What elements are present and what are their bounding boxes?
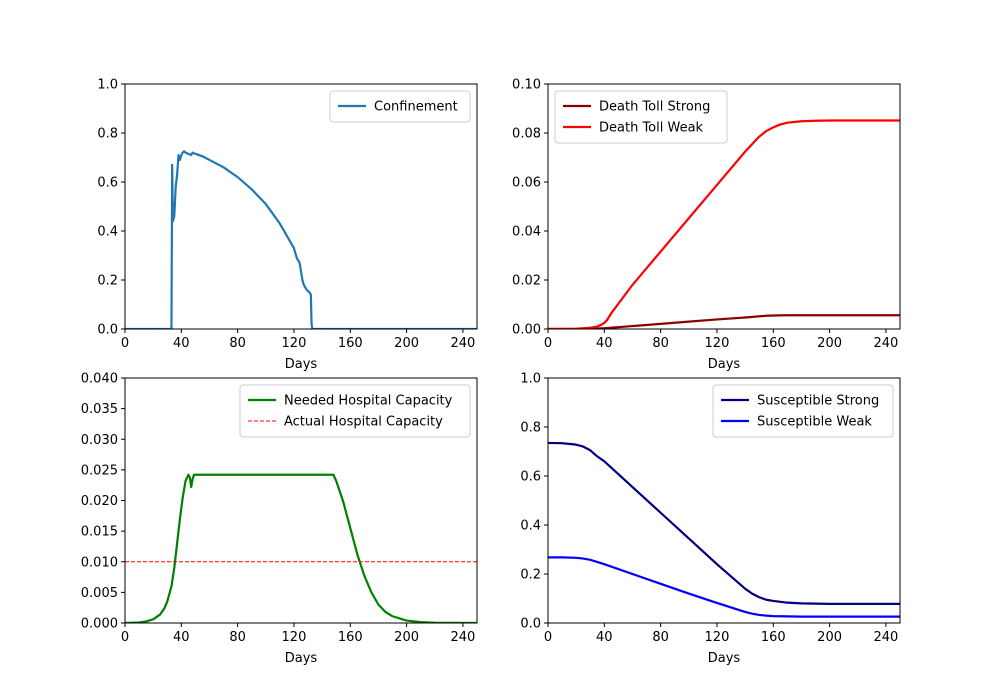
x-tick-label: 160 bbox=[761, 630, 786, 645]
axes-frame bbox=[547, 83, 901, 330]
series-line-susceptible-weak bbox=[548, 556, 900, 618]
x-tick-label: 240 bbox=[874, 630, 899, 645]
y-tick-label: 0.020 bbox=[81, 494, 118, 509]
legend-box bbox=[554, 90, 728, 144]
x-tick-label: 200 bbox=[394, 336, 419, 351]
y-tick-label: 0.035 bbox=[81, 402, 118, 417]
x-tick-label: 120 bbox=[705, 336, 730, 351]
x-tick-label: 0 bbox=[121, 336, 129, 351]
y-tick-label: 0.8 bbox=[97, 127, 118, 142]
y-tick-label: 0.8 bbox=[520, 421, 541, 436]
y-tick-label: 0.02 bbox=[512, 274, 541, 289]
x-tick-label: 0 bbox=[544, 630, 552, 645]
legend-label: Actual Hospital Capacity bbox=[284, 415, 443, 430]
subplot-confinement: 0 40 80 120 160 200 240 0.0 0.2 0.4 0.6 0.8 1.0 Days C… bbox=[97, 78, 478, 372]
x-tick-label: 40 bbox=[596, 630, 613, 645]
y-tick-label: 0.6 bbox=[520, 470, 541, 485]
x-tick-label: 200 bbox=[394, 630, 419, 645]
x-tick-label: 120 bbox=[705, 630, 730, 645]
legend-box bbox=[712, 384, 894, 438]
subplot-death-toll: 0 40 80 120 160 200 240 0.00 0.02 0.04 0.06 0.08 0.1… bbox=[512, 78, 901, 372]
x-tick-label: 80 bbox=[652, 630, 669, 645]
x-tick-label: 80 bbox=[652, 336, 669, 351]
y-tick-label: 0.015 bbox=[81, 525, 118, 540]
subplot-susceptible: 0 40 80 120 160 200 240 0.0 0.2 0.4 0.6 0.8 1.0 Days S… bbox=[520, 372, 901, 666]
x-tick-label: 200 bbox=[817, 630, 842, 645]
x-tick-label: 80 bbox=[229, 336, 246, 351]
x-tick-label: 200 bbox=[817, 336, 842, 351]
legend-label: Needed Hospital Capacity bbox=[284, 394, 453, 409]
y-tick-label: 0.0 bbox=[97, 323, 118, 338]
x-tick-label: 240 bbox=[874, 336, 899, 351]
x-tick-label: 240 bbox=[451, 336, 476, 351]
x-tick-label: 120 bbox=[282, 336, 307, 351]
x-tick-label: 40 bbox=[596, 336, 613, 351]
legend: Death Toll Strong Death Toll Weak bbox=[554, 90, 728, 144]
legend-label: Susceptible Strong bbox=[757, 394, 879, 409]
y-tick-label: 0.4 bbox=[97, 225, 118, 240]
x-axis-label: Days bbox=[708, 651, 741, 666]
y-tick-label: 0.4 bbox=[520, 519, 541, 534]
y-tick-label: 0.040 bbox=[81, 372, 118, 387]
legend-label: Susceptible Weak bbox=[757, 415, 872, 430]
series-line-needed-hospital-capacity bbox=[125, 473, 477, 623]
x-tick-label: 80 bbox=[229, 630, 246, 645]
y-tick-label: 0.000 bbox=[81, 617, 118, 632]
y-tick-label: 0.10 bbox=[512, 78, 541, 93]
axes-frame bbox=[124, 83, 478, 330]
y-tick-label: 1.0 bbox=[97, 78, 118, 93]
x-tick-label: 0 bbox=[121, 630, 129, 645]
y-tick-label: 0.06 bbox=[512, 176, 541, 191]
subplot-hospital-capacity: 0 40 80 120 160 200 240 0.000 0.005 0.010 0.015 0.0… bbox=[81, 372, 478, 666]
x-axis-label: Days bbox=[708, 357, 741, 372]
y-tick-label: 1.0 bbox=[520, 372, 541, 387]
legend: Susceptible Strong Susceptible Weak bbox=[712, 384, 894, 438]
x-tick-label: 0 bbox=[544, 336, 552, 351]
y-tick-label: 0.2 bbox=[520, 568, 541, 583]
legend-box bbox=[329, 90, 471, 123]
series-line-confinement bbox=[125, 150, 477, 329]
series-line-death-toll-strong bbox=[548, 314, 900, 329]
x-tick-label: 160 bbox=[338, 336, 363, 351]
y-tick-label: 0.04 bbox=[512, 225, 541, 240]
x-tick-label: 40 bbox=[173, 336, 190, 351]
axes-frame bbox=[547, 377, 901, 624]
series-line-susceptible-strong bbox=[548, 441, 900, 605]
y-tick-label: 0.00 bbox=[512, 323, 541, 338]
legend-box bbox=[239, 384, 471, 438]
legend: Needed Hospital Capacity Actual Hospital … bbox=[239, 384, 471, 438]
y-tick-label: 0.030 bbox=[81, 433, 118, 448]
y-tick-label: 0.010 bbox=[81, 555, 118, 570]
x-tick-label: 160 bbox=[338, 630, 363, 645]
x-tick-label: 240 bbox=[451, 630, 476, 645]
y-tick-label: 0.0 bbox=[520, 617, 541, 632]
x-tick-label: 120 bbox=[282, 630, 307, 645]
x-tick-label: 40 bbox=[173, 630, 190, 645]
x-axis-label: Days bbox=[285, 651, 318, 666]
legend-label: Death Toll Strong bbox=[599, 100, 710, 115]
y-tick-label: 0.025 bbox=[81, 463, 118, 478]
legend: Confinement bbox=[329, 90, 471, 123]
y-tick-label: 0.6 bbox=[97, 176, 118, 191]
x-tick-label: 160 bbox=[761, 336, 786, 351]
legend-label: Confinement bbox=[374, 100, 458, 115]
y-tick-label: 0.2 bbox=[97, 274, 118, 289]
legend-label: Death Toll Weak bbox=[599, 121, 704, 136]
y-tick-label: 0.08 bbox=[512, 127, 541, 142]
y-tick-label: 0.005 bbox=[81, 586, 118, 601]
x-axis-label: Days bbox=[285, 357, 318, 372]
series-line-death-toll-weak bbox=[548, 119, 900, 329]
